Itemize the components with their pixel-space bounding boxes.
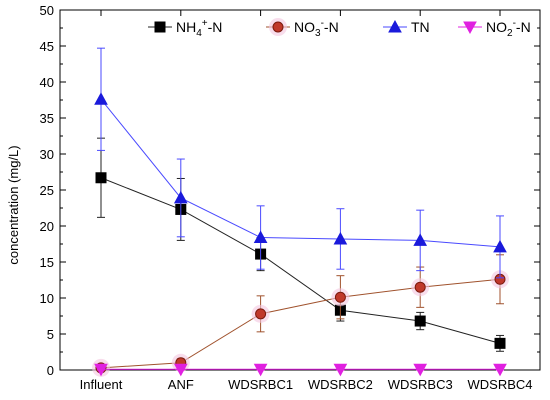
data-point — [333, 363, 348, 377]
legend-marker — [388, 19, 402, 33]
y-tick-label: 45 — [40, 39, 54, 54]
y-tick-label: 20 — [40, 219, 54, 234]
y-tick-label: 50 — [40, 3, 54, 18]
y-tick-label: 15 — [40, 255, 54, 270]
legend-item: NO3--N — [266, 18, 339, 39]
x-tick-label: Influent — [80, 377, 123, 392]
legend: NH4+-N NO3--N TN NO2--N — [148, 18, 531, 39]
data-point — [95, 172, 107, 184]
y-tick-label: 5 — [47, 327, 54, 342]
x-tick-label: WDSRBC1 — [228, 377, 293, 392]
data-point — [414, 315, 426, 327]
data-point — [255, 308, 267, 320]
y-tick-label: 0 — [47, 363, 54, 378]
series-line — [100, 278, 501, 369]
x-tick-label: WDSRBC4 — [467, 377, 532, 392]
data-point — [333, 231, 348, 245]
data-point — [413, 363, 428, 377]
legend-label: TN — [411, 19, 430, 35]
data-point — [494, 337, 506, 349]
data-point — [94, 363, 108, 377]
series-line — [100, 98, 501, 248]
series-layer — [92, 47, 509, 377]
legend-marker — [272, 21, 284, 33]
y-axis-title: concentration (mg/L) — [6, 145, 21, 264]
legend-item: NO2--N — [458, 18, 531, 39]
legend-label: NO3--N — [294, 18, 339, 39]
data-point — [173, 363, 188, 377]
y-tick-label: 30 — [40, 147, 54, 162]
x-tick-label: WDSRBC3 — [388, 377, 453, 392]
x-tick-label: WDSRBC2 — [308, 377, 373, 392]
data-point — [334, 291, 346, 303]
legend-item: NH4+-N — [148, 18, 222, 39]
data-point — [253, 230, 268, 244]
axes: 0 5 10 15 20 25 30 35 40 45 50 Influent ANF WDSRBC1 WD… — [40, 3, 541, 392]
series-triangle-up — [94, 47, 507, 279]
legend-label: NH4+-N — [176, 18, 222, 39]
series-circle — [92, 254, 509, 377]
y-tick-label: 35 — [40, 111, 54, 126]
data-point — [173, 190, 188, 204]
data-point — [414, 281, 426, 293]
data-point — [253, 363, 268, 377]
x-tick-label: ANF — [168, 377, 194, 392]
data-point — [493, 363, 507, 377]
data-point — [94, 92, 108, 105]
legend-marker — [463, 21, 477, 35]
data-point — [493, 239, 507, 253]
y-tick-label: 25 — [40, 183, 54, 198]
legend-marker — [154, 21, 166, 33]
legend-label: NO2--N — [486, 18, 531, 39]
legend-item: TN — [383, 19, 430, 35]
y-tick-label: 10 — [40, 291, 54, 306]
series-line — [100, 177, 501, 344]
y-tick-label: 40 — [40, 75, 54, 90]
series-square — [95, 137, 506, 352]
series-triangle-down — [94, 363, 507, 377]
data-point — [413, 233, 428, 246]
